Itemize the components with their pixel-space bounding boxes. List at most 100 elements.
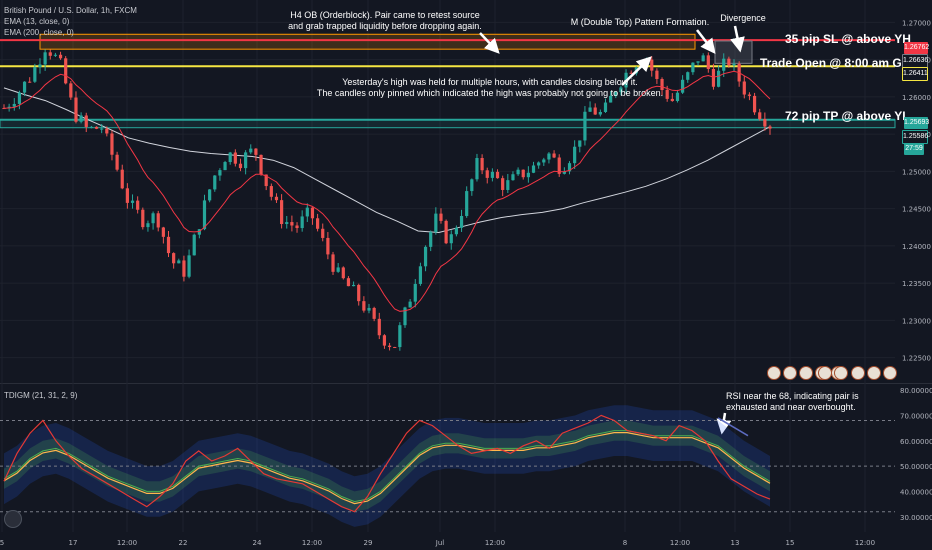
candle-body [48,52,52,56]
rsi-note-line2: exhausted and near overbought. [726,402,856,412]
event-flag-icon[interactable] [767,366,781,380]
price-tick-label: 1.25000 [902,168,931,176]
candle-body [583,111,587,141]
event-flag-icon[interactable] [799,366,813,380]
candle-body [269,186,273,197]
event-flag-icon[interactable] [818,366,832,380]
candle-body [254,148,258,155]
candle-body [346,278,351,287]
candle-body [449,234,453,244]
price-tick-label: 1.22500 [902,355,931,363]
price-axis: 1.270001.265001.260001.255001.250001.245… [900,19,932,521]
yesterday-note-line1: Yesterday's high was held for multiple h… [342,77,638,87]
time-tick-label: 22 [179,539,188,547]
candle-body [711,68,716,87]
candle-body [89,126,93,128]
candle-body [660,78,664,90]
annotation-arrow [621,56,652,86]
candle-body [578,140,582,147]
candle-body [367,307,371,311]
candle-body [387,345,392,348]
candle-body [413,283,417,302]
event-flag-icon[interactable] [834,366,848,380]
rsi-tick-label: 80.00000 [900,387,932,395]
rsi-legend[interactable]: TDIGM (21, 31, 2, 9) [4,391,78,400]
candle-body [300,216,304,229]
rsi-panel [0,405,895,527]
candle-body [84,115,88,127]
candle-body [249,148,253,153]
candle-body [511,174,515,181]
candle-body [470,179,474,192]
candle-body [326,237,330,255]
candle-body [110,133,114,155]
rsi-note-line1: RSI near the 68, indicating pair is [726,391,859,401]
price-tag-entry: 1.26411 [902,67,928,81]
candle-body [722,58,726,71]
candle-body [403,307,407,326]
candle-body [156,213,160,228]
candle-body [398,325,402,348]
candle-body [17,92,22,104]
candle-body [629,72,633,74]
candle-body [418,266,423,284]
double-top-note: M (Double Top) Pattern Formation. [570,17,710,27]
candle-body [567,163,572,172]
ema200-legend[interactable]: EMA (200, close, 0) [4,28,74,37]
candle-body [238,163,243,169]
candle-body [285,222,289,225]
price-tick-label: 1.26000 [902,94,931,102]
trade-open-label: Trade Open @ 8:00 am GMT [760,56,920,70]
candle-body [105,128,109,134]
event-flag-icon[interactable] [851,366,865,380]
rsi-line [3,414,771,513]
candle-body [372,307,376,319]
rsi-tick-label: 50.00000 [900,463,932,471]
annotation-arrows [479,25,745,435]
candle-body [614,92,618,96]
economic-events-group-2[interactable] [818,366,848,380]
orderblock-note: H4 OB (Orderblock). Pair came to retest … [280,10,490,32]
price-tick-label: 1.24500 [902,206,931,214]
candle-body [259,154,263,175]
price-tag-sl: 1.26762 [904,42,929,54]
candle-body [28,81,32,83]
candle-body [557,157,561,174]
candle-body [485,170,489,178]
ema13-legend[interactable]: EMA (13, close, 0) [4,17,70,26]
orderblock-note-line1: H4 OB (Orderblock). Pair came to retest … [290,10,480,20]
tradingview-logo-icon[interactable] [4,510,22,528]
economic-events-group-3[interactable] [851,366,897,380]
candle-body [295,225,299,229]
candle-body [465,191,469,216]
event-flag-icon[interactable] [867,366,881,380]
candle-body [609,95,613,103]
candle-body [130,200,135,203]
candle-body [423,246,428,267]
candle-body [177,260,181,264]
candle-body [280,200,284,225]
rsi-tick-label: 70.00000 [900,412,932,420]
annotation-arrow [696,29,716,54]
candle-body [537,162,541,166]
event-flag-icon[interactable] [783,366,797,380]
candle-body [141,209,145,228]
candle-body [64,58,68,84]
ema13-line [3,70,771,312]
candle-body [94,126,99,129]
orderblock-zone [39,33,696,50]
stop-loss-label: 35 pip SL @ above YH [785,32,911,46]
symbol-title: British Pound / U.S. Dollar, 1h, FXCM [4,6,137,15]
time-axis: 5 17 12:00 22 24 12:00 29 Jul 12:00 8 12:00 13 15 12:… [0,539,875,547]
candle-body [758,112,762,120]
candle-body [598,112,602,115]
event-flag-icon[interactable] [883,366,897,380]
candle-body [161,227,165,237]
candle-body [506,180,510,190]
candle-body [526,172,530,178]
time-tick-label: 29 [364,539,373,547]
candle-body [681,79,685,93]
candle-body [562,171,566,174]
ema200-line [3,87,771,234]
